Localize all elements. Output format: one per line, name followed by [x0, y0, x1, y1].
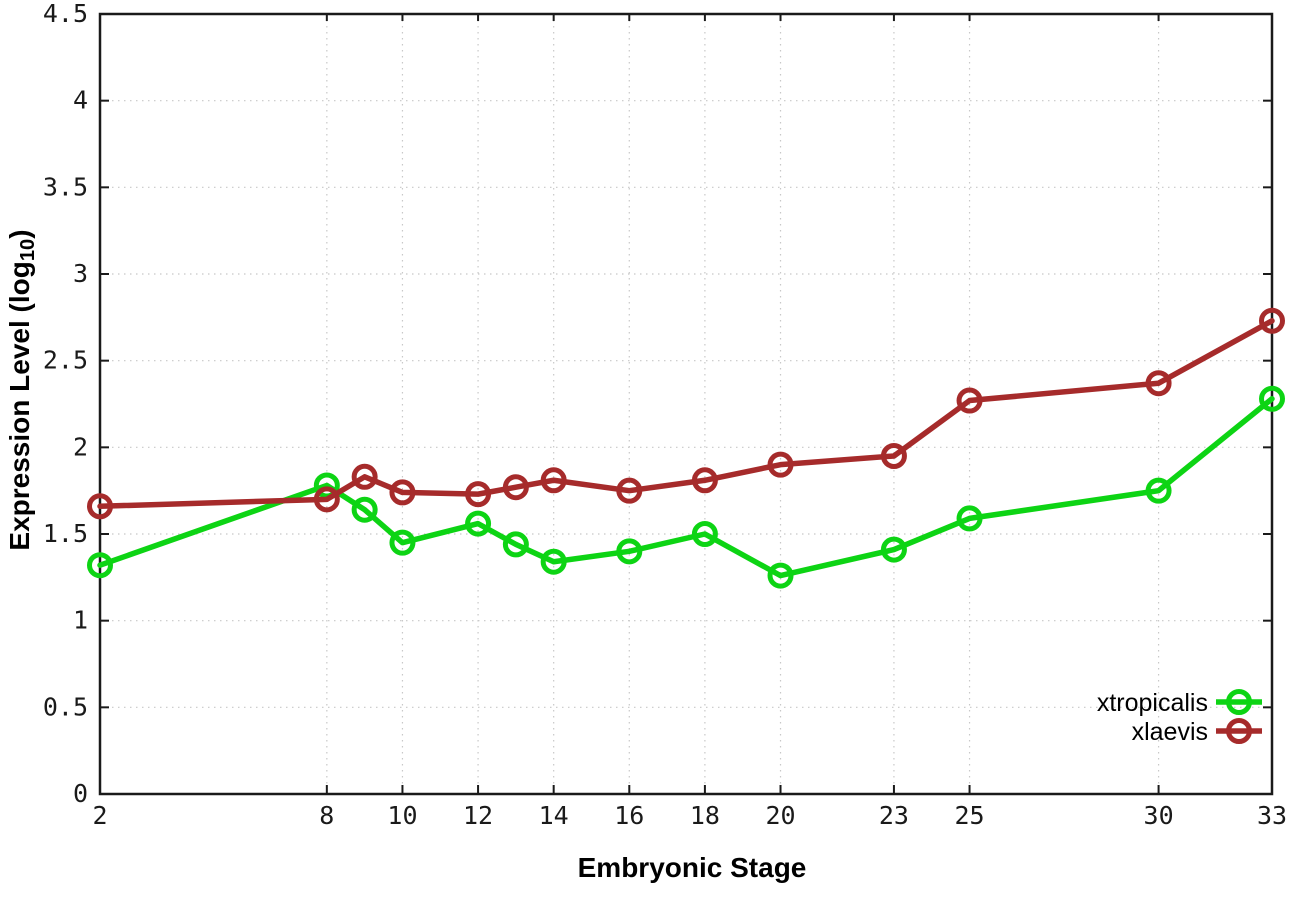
data-point-xtropicalis [465, 510, 492, 537]
data-point-xlaevis [691, 467, 718, 494]
y-tick-label: 4.5 [43, 0, 88, 28]
y-tick-label: 2.5 [43, 346, 88, 375]
data-point-xtropicalis [1145, 477, 1172, 504]
legend-label-xlaevis: xlaevis [1132, 718, 1208, 746]
y-tick-label: 0 [73, 779, 88, 808]
data-point-xlaevis [880, 443, 907, 469]
data-point-xtropicalis [502, 531, 529, 558]
x-axis-title: Embryonic Stage [577, 852, 807, 883]
x-tick-label: 20 [765, 801, 795, 830]
legend-marker-icon-xtropicalis [1226, 689, 1252, 715]
y-tick-label: 3 [73, 259, 88, 288]
data-point-xlaevis [1259, 307, 1285, 334]
data-point-xtropicalis [540, 548, 567, 575]
y-tick-label: 2 [73, 432, 88, 461]
y-tick-label: 3.5 [43, 172, 88, 201]
x-tick-label: 33 [1257, 801, 1287, 830]
x-tick-label: 23 [879, 801, 909, 830]
x-tick-label: 25 [954, 801, 984, 830]
y-tick-label: 4 [73, 86, 88, 115]
data-point-xtropicalis [87, 552, 113, 579]
y-axis-title: Expression Level (log10) [4, 229, 40, 550]
data-point-xlaevis [465, 481, 492, 508]
plot-border [98, 12, 1274, 796]
data-point-xtropicalis [767, 562, 794, 589]
y-axis-title-end: ) [3, 229, 35, 239]
legend-marker-icon-xlaevis [1226, 718, 1252, 744]
data-point-xlaevis [87, 493, 113, 520]
data-point-xlaevis [1145, 370, 1172, 397]
data-point-xtropicalis [313, 472, 340, 499]
data-point-xlaevis [313, 486, 340, 513]
data-point-xlaevis [389, 479, 416, 506]
x-tick-label: 2 [92, 801, 107, 830]
series-line-xtropicalis [97, 396, 1275, 579]
data-point-xtropicalis [1259, 385, 1285, 412]
series-line-xlaevis [97, 318, 1275, 510]
x-tick-label: 8 [319, 801, 334, 830]
y-tick-label: 1.5 [43, 519, 88, 548]
x-tick-label: 14 [539, 801, 569, 830]
x-tick-label: 12 [463, 801, 493, 830]
x-tick-label: 16 [614, 801, 644, 830]
data-point-xtropicalis [691, 521, 718, 547]
data-point-xlaevis [351, 463, 378, 490]
data-point-xtropicalis [351, 496, 378, 523]
legend-label-xtropicalis: xtropicalis [1097, 689, 1208, 717]
y-tick-label: 0.5 [43, 692, 88, 721]
data-point-xtropicalis [389, 529, 416, 556]
x-tick-label: 10 [387, 801, 417, 830]
y-axis-title-subscript: 10 [17, 238, 40, 262]
data-point-xtropicalis [956, 505, 983, 532]
data-point-xtropicalis [880, 536, 907, 563]
data-point-xlaevis [616, 477, 643, 504]
data-point-xlaevis [502, 474, 529, 501]
x-tick-label: 30 [1144, 801, 1174, 830]
x-tick-label: 18 [690, 801, 720, 830]
data-point-xlaevis [540, 467, 567, 494]
data-point-xtropicalis [616, 538, 643, 565]
y-axis-title-main: Expression Level (log [3, 261, 35, 551]
y-tick-label: 1 [73, 606, 88, 635]
data-point-xlaevis [956, 387, 983, 414]
data-point-xlaevis [767, 451, 794, 478]
